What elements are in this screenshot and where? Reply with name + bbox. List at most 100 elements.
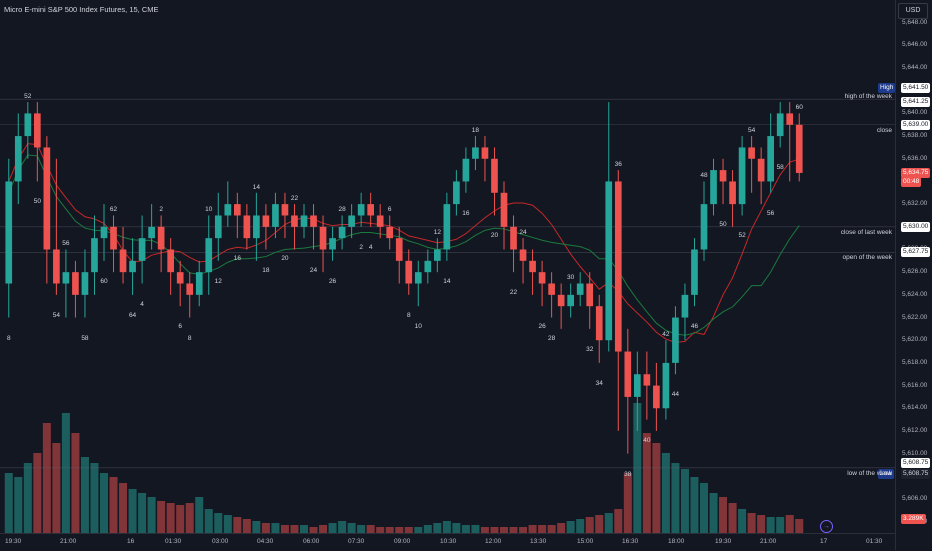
bar-number: 24 <box>519 229 527 237</box>
candle-body <box>738 147 746 205</box>
volume-bar <box>366 525 375 533</box>
time-tick: 07:30 <box>348 538 365 545</box>
time-axis[interactable]: 19:30 21:00 16 01:30 03:00 04:30 06:00 07:30 09:… <box>0 533 895 551</box>
currency-button[interactable]: USD <box>898 3 928 19</box>
volume-bar <box>233 517 242 533</box>
annotation-high-of-week: high of the week <box>844 93 892 101</box>
candle-body <box>519 249 527 261</box>
volume-bar <box>519 527 528 533</box>
time-tick: 12:00 <box>485 538 502 545</box>
volume-bar <box>404 527 413 533</box>
candle-body <box>576 283 584 295</box>
bar-countdown-label: 00:48 <box>901 176 922 187</box>
candle-body <box>595 306 603 341</box>
volume-bar <box>204 509 213 533</box>
time-tick: 21:00 <box>760 538 777 545</box>
open-of-week-price-label: 5,627.75 <box>901 247 931 258</box>
volume-bar <box>509 527 518 533</box>
volume-bar <box>23 463 32 533</box>
candle-body <box>395 238 403 261</box>
time-tick: 06:00 <box>303 538 320 545</box>
candle-body <box>481 147 489 159</box>
goto-realtime-icon[interactable]: → <box>820 520 833 533</box>
candle-body <box>319 226 327 250</box>
candle-body <box>34 113 41 148</box>
moving-average-green <box>8 154 800 336</box>
candle-body <box>205 238 213 273</box>
candle-body <box>510 226 517 250</box>
bar-number: 32 <box>586 345 594 353</box>
chart-plot-area[interactable]: Micro E-mini S&P 500 Index Futures, 15, … <box>0 0 895 533</box>
bar-number: 8 <box>6 334 11 342</box>
volume-bar <box>357 525 366 533</box>
bar-number: 22 <box>290 195 299 203</box>
price-tick: 5,618.00 <box>902 358 928 366</box>
bar-number: 46 <box>690 323 699 331</box>
candle-body <box>567 294 574 307</box>
bar-number: 2 <box>159 206 163 214</box>
candle-body <box>234 204 241 216</box>
volume-bar <box>147 497 156 533</box>
volume-bar <box>528 525 537 533</box>
close-last-week-price-label: 5,630.00 <box>901 221 931 232</box>
volume-bar <box>300 525 308 533</box>
volume-bar <box>547 525 556 533</box>
volume-bar <box>480 527 489 533</box>
candle-body <box>386 226 394 239</box>
candle-body <box>338 226 346 239</box>
volume-bar <box>33 453 42 533</box>
candle-body <box>262 215 270 227</box>
candle-body <box>243 215 251 239</box>
volume-bar <box>414 527 423 533</box>
time-tick: 16:30 <box>622 538 639 545</box>
price-tick: 5,646.00 <box>902 41 928 49</box>
volume-bar <box>500 527 508 533</box>
candle-body <box>748 147 755 159</box>
bar-number: 56 <box>62 240 70 248</box>
volume-bar <box>614 509 623 533</box>
annotation-close: close <box>876 126 892 134</box>
bar-number: 24 <box>309 266 318 274</box>
candle-body <box>691 249 698 295</box>
time-tick: 17 <box>820 538 828 545</box>
bar-number: 2 <box>359 243 363 251</box>
volume-bar <box>671 463 680 533</box>
candle-body <box>681 294 689 318</box>
bar-number: 14 <box>252 183 260 191</box>
volume-bar <box>490 527 499 533</box>
bar-number: 58 <box>776 164 784 172</box>
candle-body <box>538 272 546 284</box>
volume-bar <box>642 433 651 533</box>
price-axis[interactable]: 5,648.00 5,646.00 5,644.00 5,640.00 5,638.00… <box>895 0 932 550</box>
price-tick: 5,648.00 <box>902 18 928 26</box>
price-tick: 5,640.00 <box>902 109 928 117</box>
bar-number: 18 <box>471 127 480 134</box>
price-tick: 5,644.00 <box>902 64 928 72</box>
candle-body <box>605 181 613 341</box>
time-tick: 21:00 <box>60 538 77 545</box>
volume-bar <box>433 523 442 533</box>
volume-bar <box>795 519 804 533</box>
price-tick: 5,616.00 <box>902 381 928 389</box>
bar-number: 60 <box>795 104 803 112</box>
candle-body <box>148 226 155 239</box>
bar-number: 12 <box>433 229 441 237</box>
candle-body <box>195 272 203 295</box>
candle-body <box>81 272 89 295</box>
price-tick: 5,620.00 <box>902 336 928 344</box>
bar-number: 54 <box>52 311 60 319</box>
candle-body <box>634 374 641 397</box>
bar-number: 50 <box>33 198 41 206</box>
price-tick: 5,614.00 <box>902 404 928 412</box>
volume-bar <box>14 477 23 533</box>
volume-bar <box>747 513 756 533</box>
candle-body <box>776 113 784 137</box>
candlestick-chart[interactable] <box>0 0 895 533</box>
time-tick: 01:30 <box>866 538 883 545</box>
bar-number: 20 <box>281 255 289 263</box>
candle-body <box>91 238 98 273</box>
annotation-open-of-week: open of the week <box>842 254 892 262</box>
price-tick: 5,638.00 <box>902 132 928 140</box>
volume-bar <box>623 473 632 533</box>
volume-bar <box>52 443 61 533</box>
